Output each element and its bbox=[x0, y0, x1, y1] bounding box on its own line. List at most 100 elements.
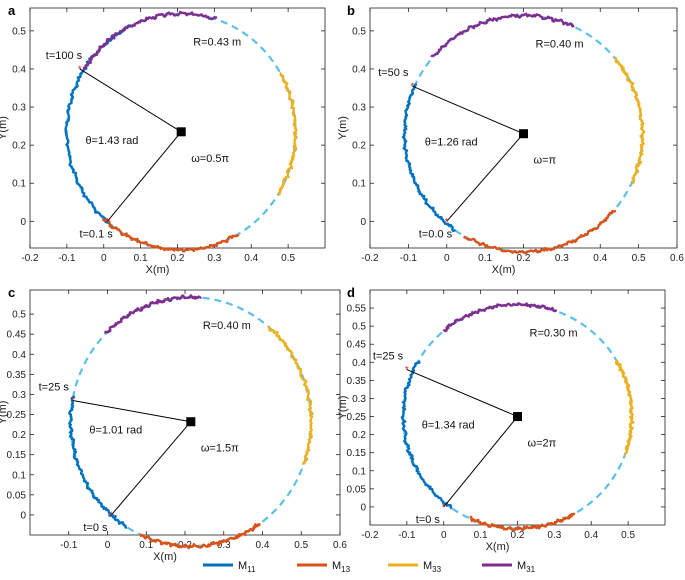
panel-label: a bbox=[8, 3, 16, 18]
x-tick-label: 0 bbox=[441, 530, 447, 541]
legend-label-M33: M33 bbox=[423, 560, 442, 574]
radius-line-start bbox=[110, 421, 192, 516]
y-tick-label: 0.2 bbox=[352, 430, 366, 441]
radius-line-end bbox=[406, 369, 518, 417]
y-tick-label: 0 bbox=[20, 217, 26, 228]
y-tick-label: 0 bbox=[360, 502, 366, 513]
trajectory-M11 bbox=[68, 395, 128, 529]
x-tick-label: 0 bbox=[105, 540, 111, 551]
end-marker: * bbox=[78, 64, 82, 75]
x-tick-label: 0.4 bbox=[256, 540, 270, 551]
trajectory-M31 bbox=[442, 302, 558, 333]
x-tick-label: 0.2 bbox=[171, 253, 185, 264]
radius-annotation: R=0.40 m bbox=[203, 320, 251, 332]
start-marker: * bbox=[109, 510, 113, 521]
x-tick-label: 0.5 bbox=[281, 253, 295, 264]
theta-annotation: θ=1.43 rad bbox=[85, 135, 138, 147]
end-marker: * bbox=[405, 365, 409, 376]
x-tick-label: -0.1 bbox=[400, 253, 418, 264]
theta-annotation: θ=1.34 rad bbox=[422, 420, 475, 432]
trajectory-M31 bbox=[82, 10, 218, 71]
y-tick-label: 0 bbox=[20, 510, 26, 521]
y-tick-label: 0.3 bbox=[352, 394, 366, 405]
trajectory-M33 bbox=[614, 56, 646, 185]
x-axis-label: X(m) bbox=[153, 551, 177, 563]
x-tick-label: -0.2 bbox=[21, 253, 39, 264]
y-tick-label: 0.2 bbox=[352, 141, 366, 152]
legend: M11 M13 M33 M31 bbox=[203, 560, 536, 574]
y-tick-label: 0.05 bbox=[347, 484, 367, 495]
x-tick-label: 0 bbox=[101, 253, 107, 264]
start-time-annotation: t=0 s bbox=[416, 514, 441, 526]
y-tick-label: 0.1 bbox=[352, 466, 366, 477]
radius-annotation: R=0.30 m bbox=[530, 327, 578, 339]
radius-annotation: R=0.40 m bbox=[536, 39, 584, 51]
x-tick-label: -0.2 bbox=[361, 530, 379, 541]
x-axis-label: X(m) bbox=[492, 264, 516, 276]
x-tick-label: 0.6 bbox=[333, 540, 347, 551]
start-time-annotation: t=0.1 s bbox=[79, 228, 113, 240]
panel-b: -0.2 -0.1 0 0.1 0.2 0.3 0.4 0.5 0.6 0 0.1 0.2 0.3 0.4… bbox=[337, 3, 684, 276]
end-time-annotation: t=100 s bbox=[46, 50, 83, 62]
x-tick-label: 0.1 bbox=[139, 540, 153, 551]
omega-annotation: ω=1.5π bbox=[201, 443, 239, 455]
start-marker: * bbox=[442, 502, 446, 513]
y-tick-label: 0.25 bbox=[7, 410, 27, 421]
start-time-annotation: t=0 s bbox=[83, 522, 108, 534]
y-tick-label: 0.3 bbox=[12, 390, 26, 401]
y-tick-label: 0.5 bbox=[352, 322, 366, 333]
trajectory-M13 bbox=[101, 218, 240, 253]
trajectory-M31 bbox=[104, 294, 202, 334]
trajectory-M33 bbox=[614, 359, 635, 456]
radius-line-start bbox=[443, 416, 518, 508]
legend-label-M13: M13 bbox=[332, 560, 351, 574]
y-axis-label: Y(m) bbox=[337, 116, 349, 140]
x-tick-label: -0.1 bbox=[60, 540, 78, 551]
trajectory-M13 bbox=[469, 512, 576, 532]
y-tick-label: 0.35 bbox=[347, 376, 367, 387]
trajectory-M31 bbox=[430, 12, 575, 58]
center-marker bbox=[513, 412, 522, 422]
start-time-annotation: t=0.0 s bbox=[419, 228, 453, 240]
y-tick-label: 0.3 bbox=[352, 103, 366, 114]
y-tick-label: 0.15 bbox=[347, 448, 367, 459]
radius-annotation: R=0.43 m bbox=[193, 37, 241, 49]
center-marker bbox=[176, 127, 186, 137]
y-tick-label: 0.5 bbox=[12, 26, 26, 37]
omega-annotation: ω=2π bbox=[528, 438, 557, 450]
y-tick-label: 0.15 bbox=[7, 450, 27, 461]
y-tick-label: 0.35 bbox=[7, 370, 27, 381]
trajectory-M11 bbox=[400, 360, 453, 510]
end-marker: * bbox=[71, 396, 75, 407]
x-tick-label: 0.1 bbox=[478, 253, 492, 264]
y-tick-label: 0.3 bbox=[12, 103, 26, 114]
y-tick-label: 0.4 bbox=[12, 350, 26, 361]
y-tick-label: 0.1 bbox=[12, 470, 26, 481]
y-tick-label: 0.5 bbox=[12, 310, 26, 321]
omega-annotation: ω=0.5π bbox=[191, 153, 229, 165]
panel-label: d bbox=[347, 285, 355, 300]
x-tick-label: 0.4 bbox=[244, 253, 258, 264]
y-tick-label: 0.1 bbox=[352, 179, 366, 190]
x-tick-label: 0.5 bbox=[294, 540, 308, 551]
panel-label: c bbox=[8, 285, 15, 300]
x-tick-label: 0.4 bbox=[584, 530, 598, 541]
x-tick-label: -0.1 bbox=[398, 530, 416, 541]
panel-c: -0.1 0 0.1 0.2 0.3 0.4 0.5 0.600.050.10.150.20.… bbox=[0, 285, 347, 563]
radius-line-end bbox=[412, 85, 524, 135]
end-time-annotation: t=50 s bbox=[378, 67, 409, 79]
y-tick-label: 0.5 bbox=[352, 26, 366, 37]
panel-label: b bbox=[347, 3, 355, 18]
x-tick-label: 0.6 bbox=[670, 253, 684, 264]
x-axis-label: X(m) bbox=[146, 264, 170, 276]
x-tick-label: 0.1 bbox=[134, 253, 148, 264]
y-tick-label: 0.45 bbox=[7, 330, 27, 341]
panel-a: -0.2 -0.1 0 0.1 0.2 0.3 0.4 0.5 0 0.1 0.2 0.3 0.4 0.5… bbox=[0, 3, 326, 276]
x-tick-label: 0.3 bbox=[547, 530, 561, 541]
y-tick-label: 0.55 bbox=[347, 304, 367, 315]
legend-label-M11: M11 bbox=[238, 560, 256, 574]
radius-line-end bbox=[72, 399, 191, 423]
x-tick-label: -0.1 bbox=[58, 253, 76, 264]
y-axis-label: Y(m) bbox=[0, 401, 9, 425]
